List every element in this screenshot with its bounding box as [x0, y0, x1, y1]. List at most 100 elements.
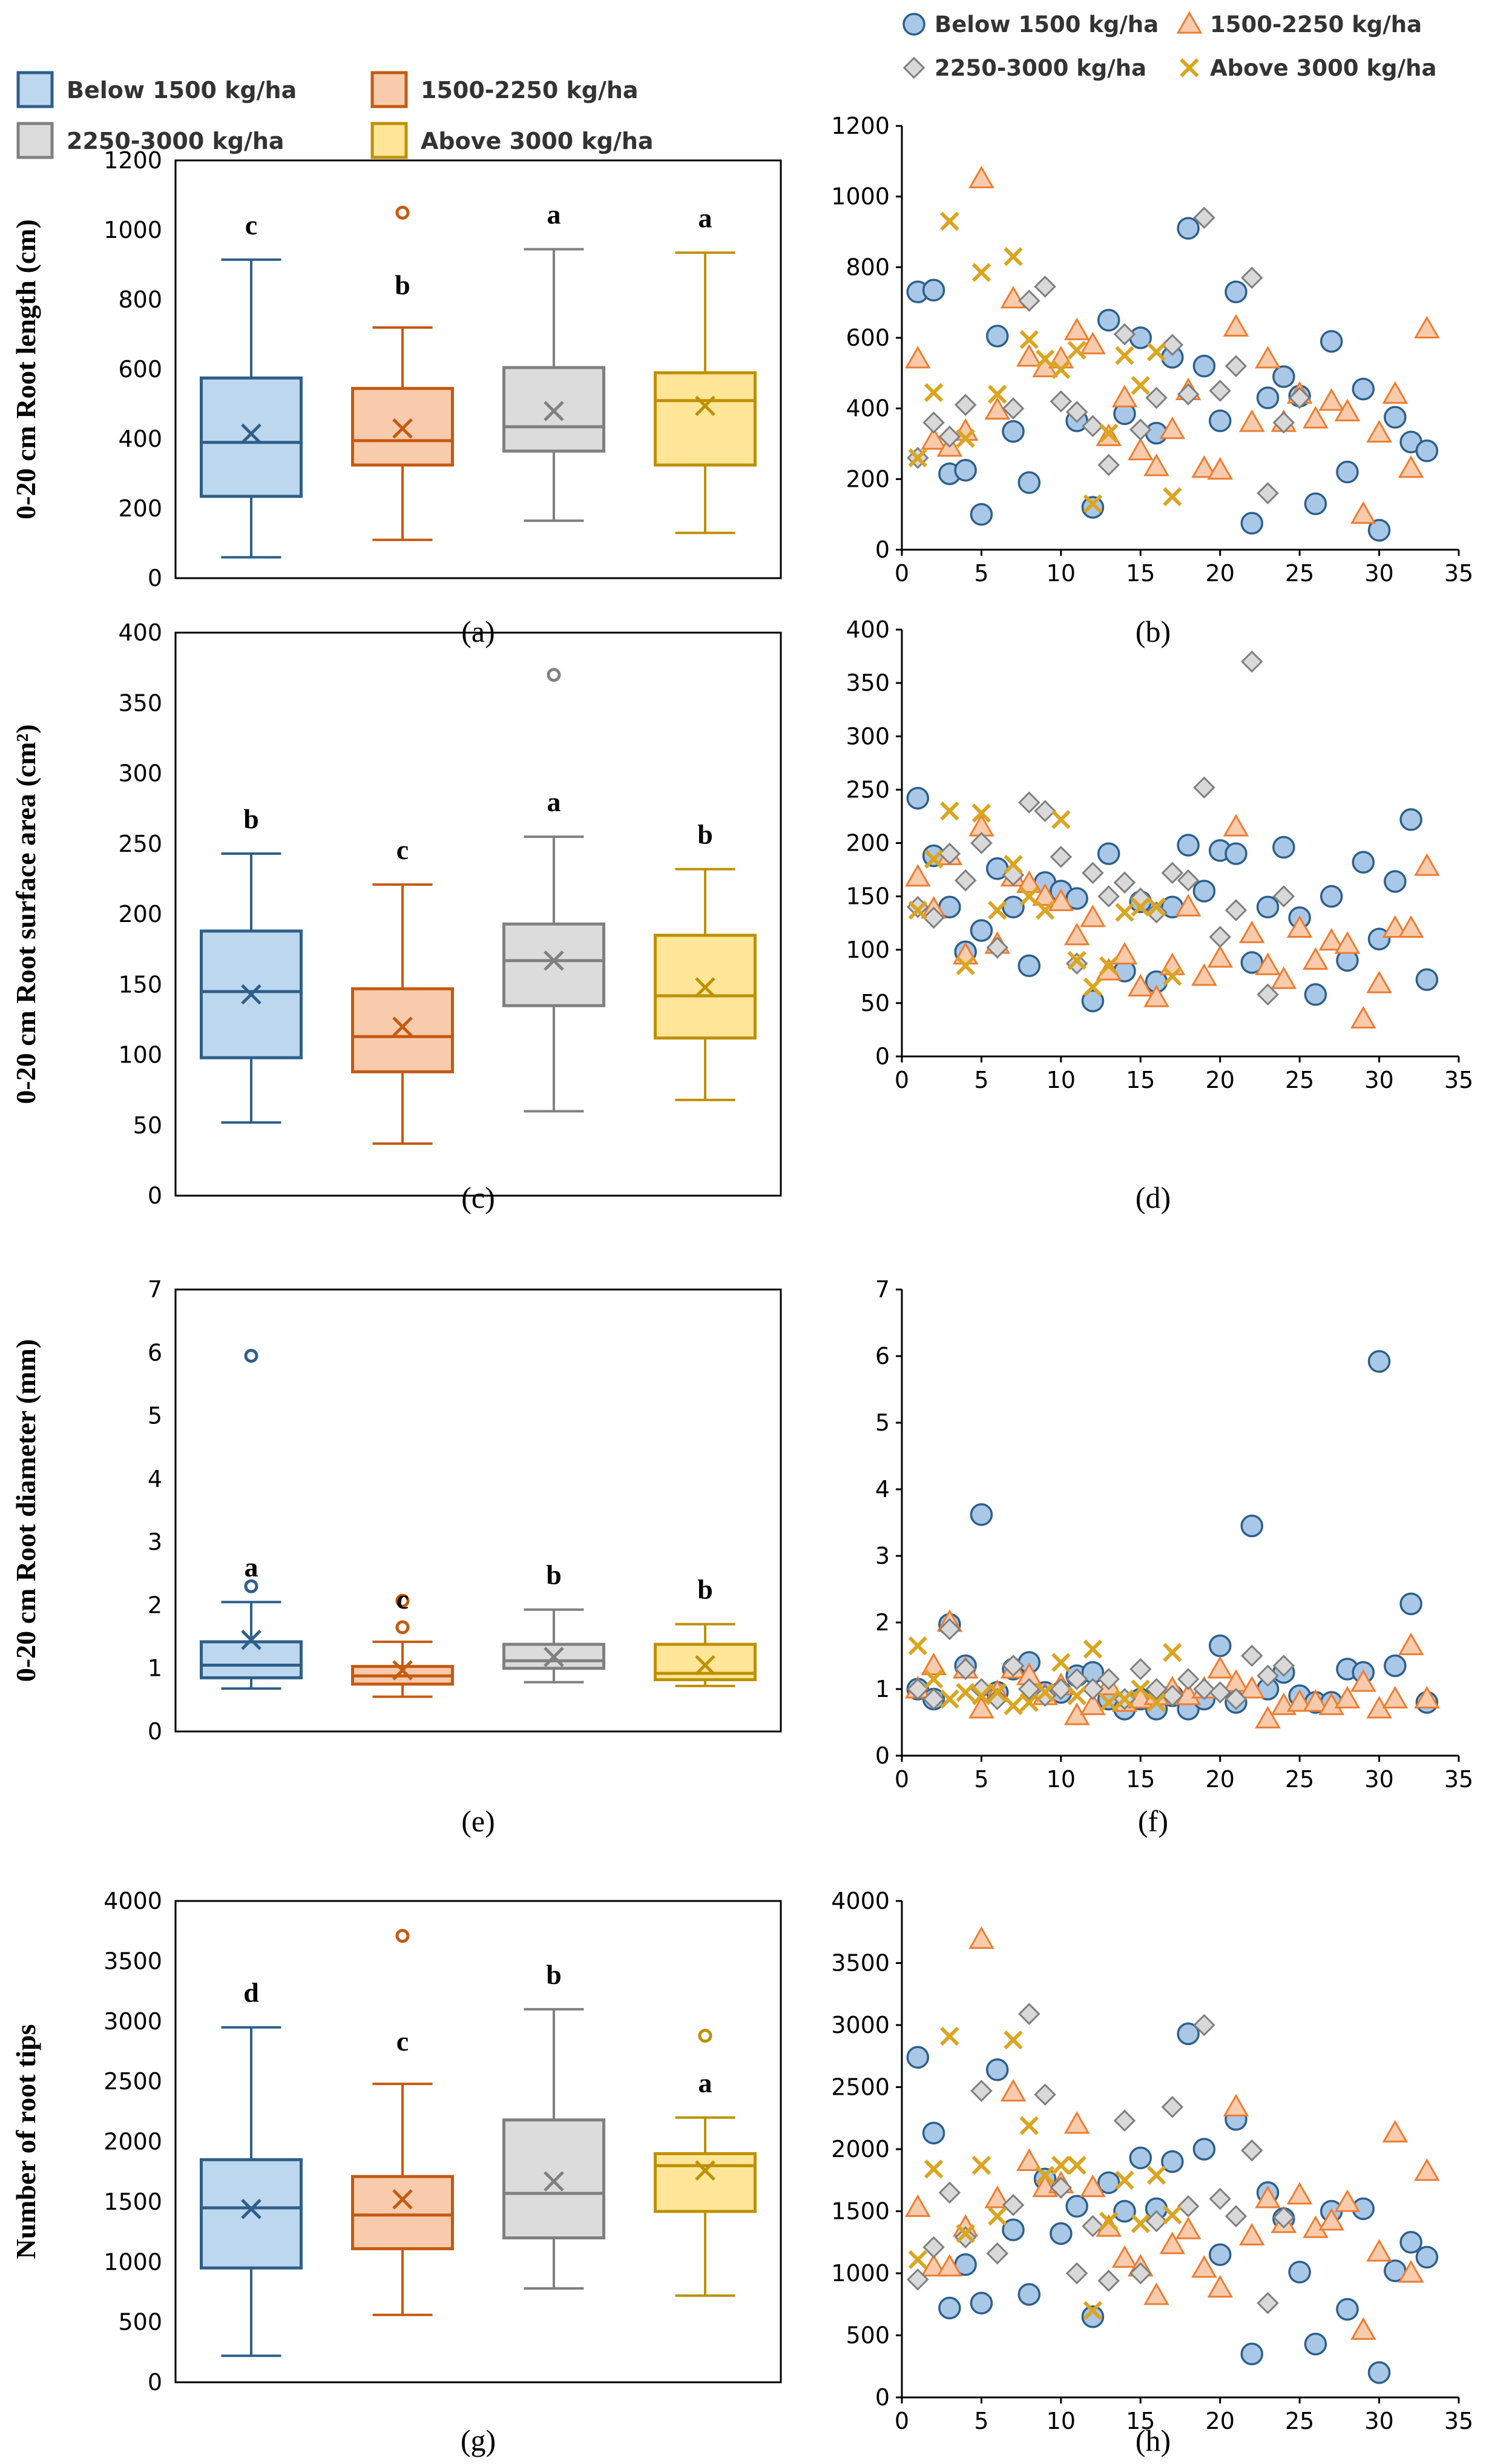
- data-point: [1163, 487, 1182, 507]
- x-stroke: [908, 1636, 928, 1656]
- data-point: [1050, 846, 1073, 868]
- outlier-point: [244, 1579, 258, 1593]
- data-point: [1115, 1689, 1134, 1709]
- mean-marker: [695, 1655, 715, 1676]
- data-point: [1384, 1654, 1407, 1678]
- mean-marker: [392, 2189, 413, 2210]
- data-point: [905, 2194, 931, 2217]
- box-group: b: [351, 205, 454, 541]
- y-tick-label: 6: [148, 1339, 162, 1366]
- y-tick-label: 4: [148, 1466, 162, 1492]
- mean-marker: [695, 2160, 715, 2181]
- data-point: [1082, 1678, 1104, 1701]
- y-tick-label: 250: [118, 831, 162, 857]
- x-stroke: [1004, 2030, 1023, 2050]
- data-point: [1384, 406, 1407, 429]
- data-point: [1017, 954, 1041, 977]
- data-point: [938, 1618, 961, 1641]
- x-tick-label: 20: [1206, 560, 1235, 587]
- outlier-point: [395, 1929, 410, 1943]
- data-point: [922, 2121, 945, 2145]
- data-point: [924, 849, 944, 869]
- y-tick-label: 1000: [831, 183, 890, 210]
- data-point: [954, 2226, 977, 2248]
- series: [906, 1350, 1439, 1721]
- scatter-legend-item: Above 3000 kg/ha: [1180, 55, 1436, 81]
- significance-letter: d: [243, 1977, 259, 2008]
- iqr-box: [351, 987, 454, 1073]
- data-point: [907, 2268, 929, 2291]
- legend-label: 2250-3000 kg/ha: [935, 55, 1146, 81]
- x-stroke: [971, 2155, 991, 2175]
- data-point: [986, 936, 1008, 959]
- scatter-plot: 0 50 100 150 200 250 300 350 400 0 5 10 15 20 25 30 35: [846, 616, 1473, 1093]
- x-stroke: [1163, 2205, 1182, 2225]
- data-point: [1080, 904, 1106, 927]
- data-point: [1191, 2255, 1217, 2278]
- data-point: [956, 429, 975, 448]
- x-tick-label: 35: [1444, 1067, 1473, 1093]
- series: [907, 1618, 1295, 1710]
- y-tick-label: 4000: [831, 1888, 890, 1914]
- data-point: [1318, 388, 1344, 411]
- data-point: [970, 1503, 993, 1526]
- iqr-box: [502, 922, 605, 1007]
- y-tick-label: 400: [846, 616, 890, 643]
- x-stroke: [924, 849, 944, 869]
- data-point: [985, 324, 1009, 348]
- data-point: [1016, 2148, 1042, 2172]
- panel-label: (g): [461, 2423, 496, 2457]
- y-tick-label: 100: [846, 937, 890, 963]
- data-point: [1399, 2231, 1422, 2254]
- data-point: [986, 1688, 1008, 1710]
- data-point: [1209, 926, 1231, 948]
- data-point: [1241, 266, 1263, 289]
- data-point: [1034, 800, 1056, 822]
- box-group: c: [351, 1929, 454, 2316]
- x-stroke: [956, 956, 975, 975]
- data-point: [924, 1669, 944, 1689]
- x-stroke: [987, 900, 1007, 920]
- series: [908, 801, 1182, 997]
- data-point: [1334, 398, 1361, 422]
- x-stroke: [1131, 376, 1151, 395]
- data-point: [1175, 2216, 1201, 2239]
- scatter-legend: Below 1500 kg/ha 1500-2250 kg/ha 2250-3000…: [902, 11, 1436, 81]
- x-stroke: [1180, 58, 1199, 77]
- y-tick-label: 0: [875, 1043, 890, 1070]
- data-point: [938, 426, 961, 448]
- data-point: [1145, 386, 1168, 409]
- data-point: [1063, 317, 1090, 340]
- data-point: [1304, 492, 1327, 515]
- data-point: [1223, 814, 1249, 837]
- box-group: c: [351, 834, 454, 1145]
- scatter-legend-item: 1500-2250 kg/ha: [1176, 11, 1422, 38]
- y-axis-label: Number of root tips: [10, 2024, 41, 2259]
- significance-letter: b: [697, 1574, 713, 1605]
- data-point: [1050, 1678, 1073, 1701]
- data-point: [1192, 354, 1216, 378]
- box-group: a: [654, 202, 757, 535]
- data-point: [1177, 2195, 1200, 2218]
- panel-label: (b): [1136, 614, 1171, 648]
- iqr-box: [654, 371, 757, 467]
- y-tick-label: 1000: [831, 2260, 890, 2287]
- data-point: [1111, 2245, 1138, 2268]
- data-point: [985, 2058, 1009, 2081]
- data-point: [1032, 883, 1058, 906]
- box-group: a: [654, 2029, 757, 2297]
- data-point: [1019, 2116, 1039, 2135]
- data-point: [1016, 870, 1042, 893]
- x-tick-label: 15: [1126, 1067, 1155, 1093]
- y-tick-label: 400: [118, 426, 162, 452]
- data-point: [1208, 2243, 1232, 2266]
- data-point: [938, 2181, 961, 2204]
- data-point: [1097, 309, 1120, 332]
- box-plot: 0 1 2 3 4 5 6 7 0-20 cm Root diameter (mm) a c b b: [10, 1276, 782, 1745]
- series: [908, 1636, 1182, 1716]
- data-point: [1129, 418, 1152, 441]
- series: [907, 650, 1295, 1006]
- data-point: [1145, 1678, 1168, 1701]
- y-tick-label: 5: [148, 1403, 162, 1429]
- data-point: [1318, 2208, 1344, 2231]
